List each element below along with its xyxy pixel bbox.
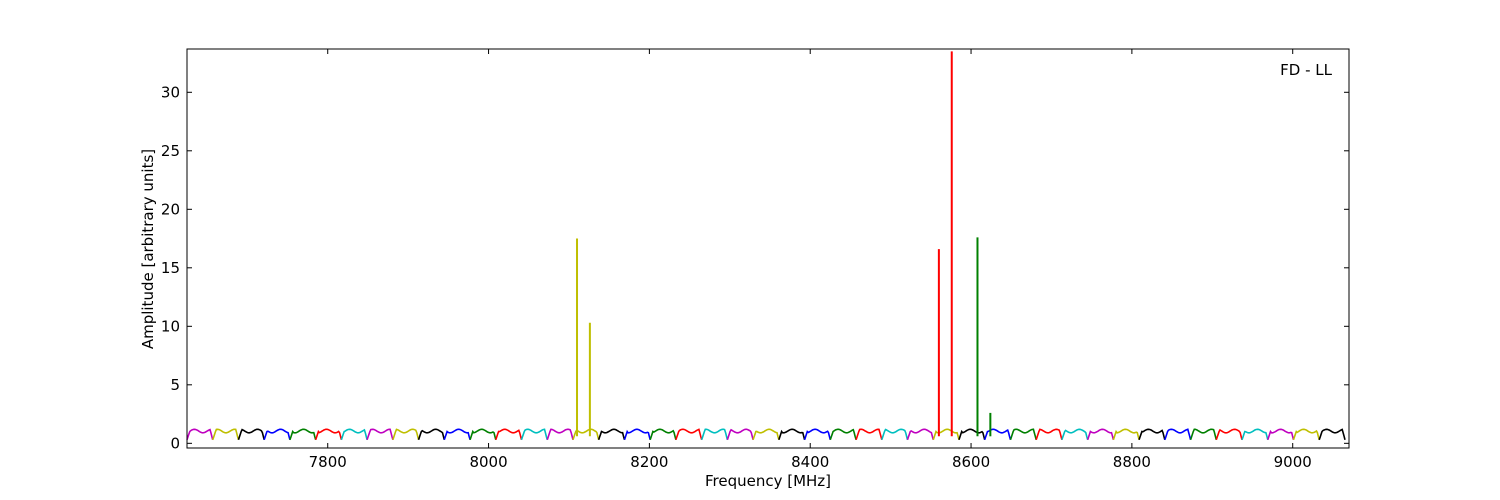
spike-layer [576, 51, 992, 437]
channel-series-line [700, 428, 729, 441]
channel-series-line [1267, 428, 1295, 441]
channel-series-line [623, 428, 651, 441]
x-axis-label: Frequency [MHz] [705, 472, 831, 490]
channel-series-line [237, 428, 265, 441]
channel-series-line [443, 428, 471, 441]
channel-series-line [803, 428, 832, 441]
plot-frame [186, 48, 1350, 449]
series-layer [186, 428, 1346, 441]
x-tick-label: 8800 [1113, 453, 1151, 471]
channel-series-line [1164, 428, 1192, 441]
channel-series-line [726, 428, 754, 441]
channel-series-line [1241, 428, 1269, 441]
channel-series-line [1009, 428, 1037, 441]
channel-series-line [1292, 428, 1320, 441]
channel-series-line [546, 428, 574, 441]
x-tick-label: 9000 [1274, 453, 1312, 471]
channel-series-line [906, 428, 935, 441]
channel-series-line [392, 428, 420, 441]
channel-series-line [289, 428, 317, 441]
channel-series-line [366, 428, 394, 441]
channel-series-line [211, 428, 240, 441]
channel-series-line [829, 428, 857, 441]
channel-series-line [958, 428, 986, 441]
channel-series-line [314, 428, 343, 441]
x-tick-label: 8200 [630, 453, 668, 471]
plot-area [187, 49, 1349, 448]
x-tick-label: 8400 [791, 453, 829, 471]
x-tick-label: 8600 [952, 453, 990, 471]
channel-series-line [932, 428, 960, 441]
channel-series-line [1215, 428, 1243, 441]
channel-series-line [1061, 428, 1089, 441]
channel-series-line [752, 428, 780, 441]
channel-series-line [417, 428, 446, 441]
channel-series-line [340, 428, 368, 441]
x-tick-label: 7800 [309, 453, 347, 471]
channel-series-line [186, 428, 214, 441]
channel-series-line [1318, 428, 1346, 441]
y-tick-label: 5 [170, 376, 180, 394]
y-tick-label: 10 [161, 317, 180, 335]
y-axis-label: Amplitude [arbitrary units] [139, 149, 157, 349]
y-tick-label: 0 [170, 434, 180, 452]
channel-series-line [855, 428, 883, 441]
channel-series-line [469, 428, 497, 441]
y-axis-ticks: 0 5 10 15 20 25 30 [161, 83, 1349, 452]
x-axis-ticks: 7800 8000 8200 8400 8600 8800 9000 [309, 49, 1312, 471]
y-tick-label: 30 [161, 83, 180, 101]
y-tick-label: 15 [161, 259, 180, 277]
channel-series-line [263, 428, 291, 441]
channel-series-line [1035, 428, 1063, 441]
chart-annotation: FD - LL [1280, 61, 1332, 79]
y-tick-label: 20 [161, 200, 180, 218]
channel-series-line [520, 428, 549, 441]
channel-series-line [778, 428, 806, 441]
channel-series-line [1086, 428, 1115, 441]
y-tick-label: 25 [161, 142, 180, 160]
channel-series-line [649, 428, 677, 441]
channel-series-line [1189, 428, 1218, 441]
channel-series-line [983, 428, 1012, 441]
channel-series-line [597, 428, 626, 441]
x-tick-label: 8000 [469, 453, 507, 471]
channel-series-line [881, 428, 909, 441]
channel-series-line [675, 428, 703, 441]
channel-series-line [495, 428, 523, 441]
channel-series-line [1138, 428, 1166, 441]
channel-series-line [1112, 428, 1140, 441]
